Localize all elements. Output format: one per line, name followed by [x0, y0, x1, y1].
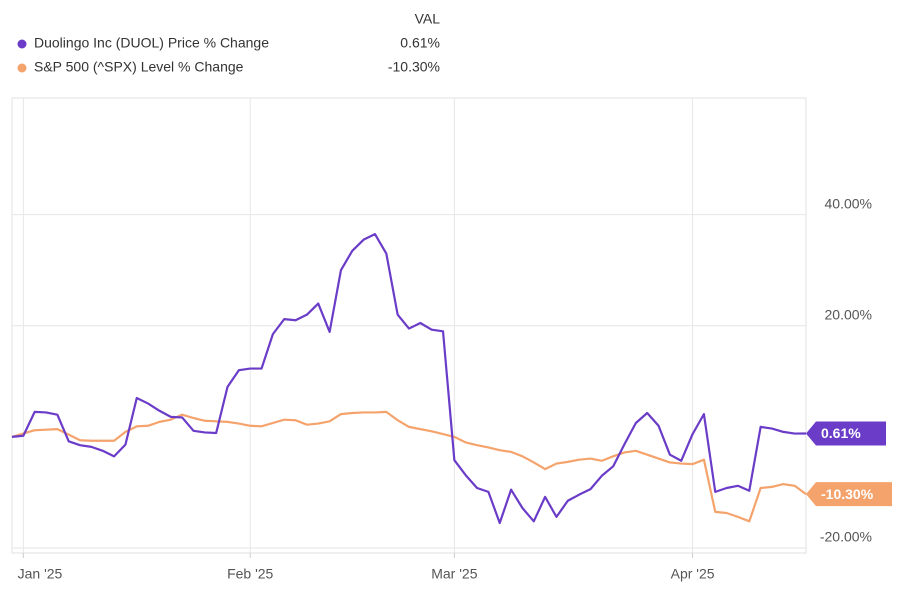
end-tag: [806, 421, 886, 446]
x-tick-label: Apr '25: [671, 566, 715, 582]
x-tick-label: Feb '25: [227, 566, 273, 582]
x-tick-label: Jan '25: [18, 566, 63, 582]
y-tick-label: 40.00%: [825, 195, 872, 211]
end-tag: [806, 482, 892, 507]
legend-header: VAL: [415, 11, 441, 27]
y-tick-label: -20.00%: [820, 529, 872, 545]
legend-label: Duolingo Inc (DUOL) Price % Change: [34, 35, 269, 51]
legend-value: -10.30%: [388, 59, 440, 75]
legend-label: S&P 500 (^SPX) Level % Change: [34, 59, 244, 75]
line: [11, 233, 807, 525]
y-tick-label: 20.00%: [825, 306, 872, 322]
end-tag-label: 0.61%: [821, 425, 861, 441]
legend-marker: [17, 63, 27, 73]
end-tag-label: -10.30%: [821, 486, 874, 502]
legend-marker: [17, 39, 27, 49]
line: [11, 410, 807, 523]
x-tick-label: Mar '25: [431, 566, 477, 582]
legend-value: 0.61%: [400, 35, 440, 51]
